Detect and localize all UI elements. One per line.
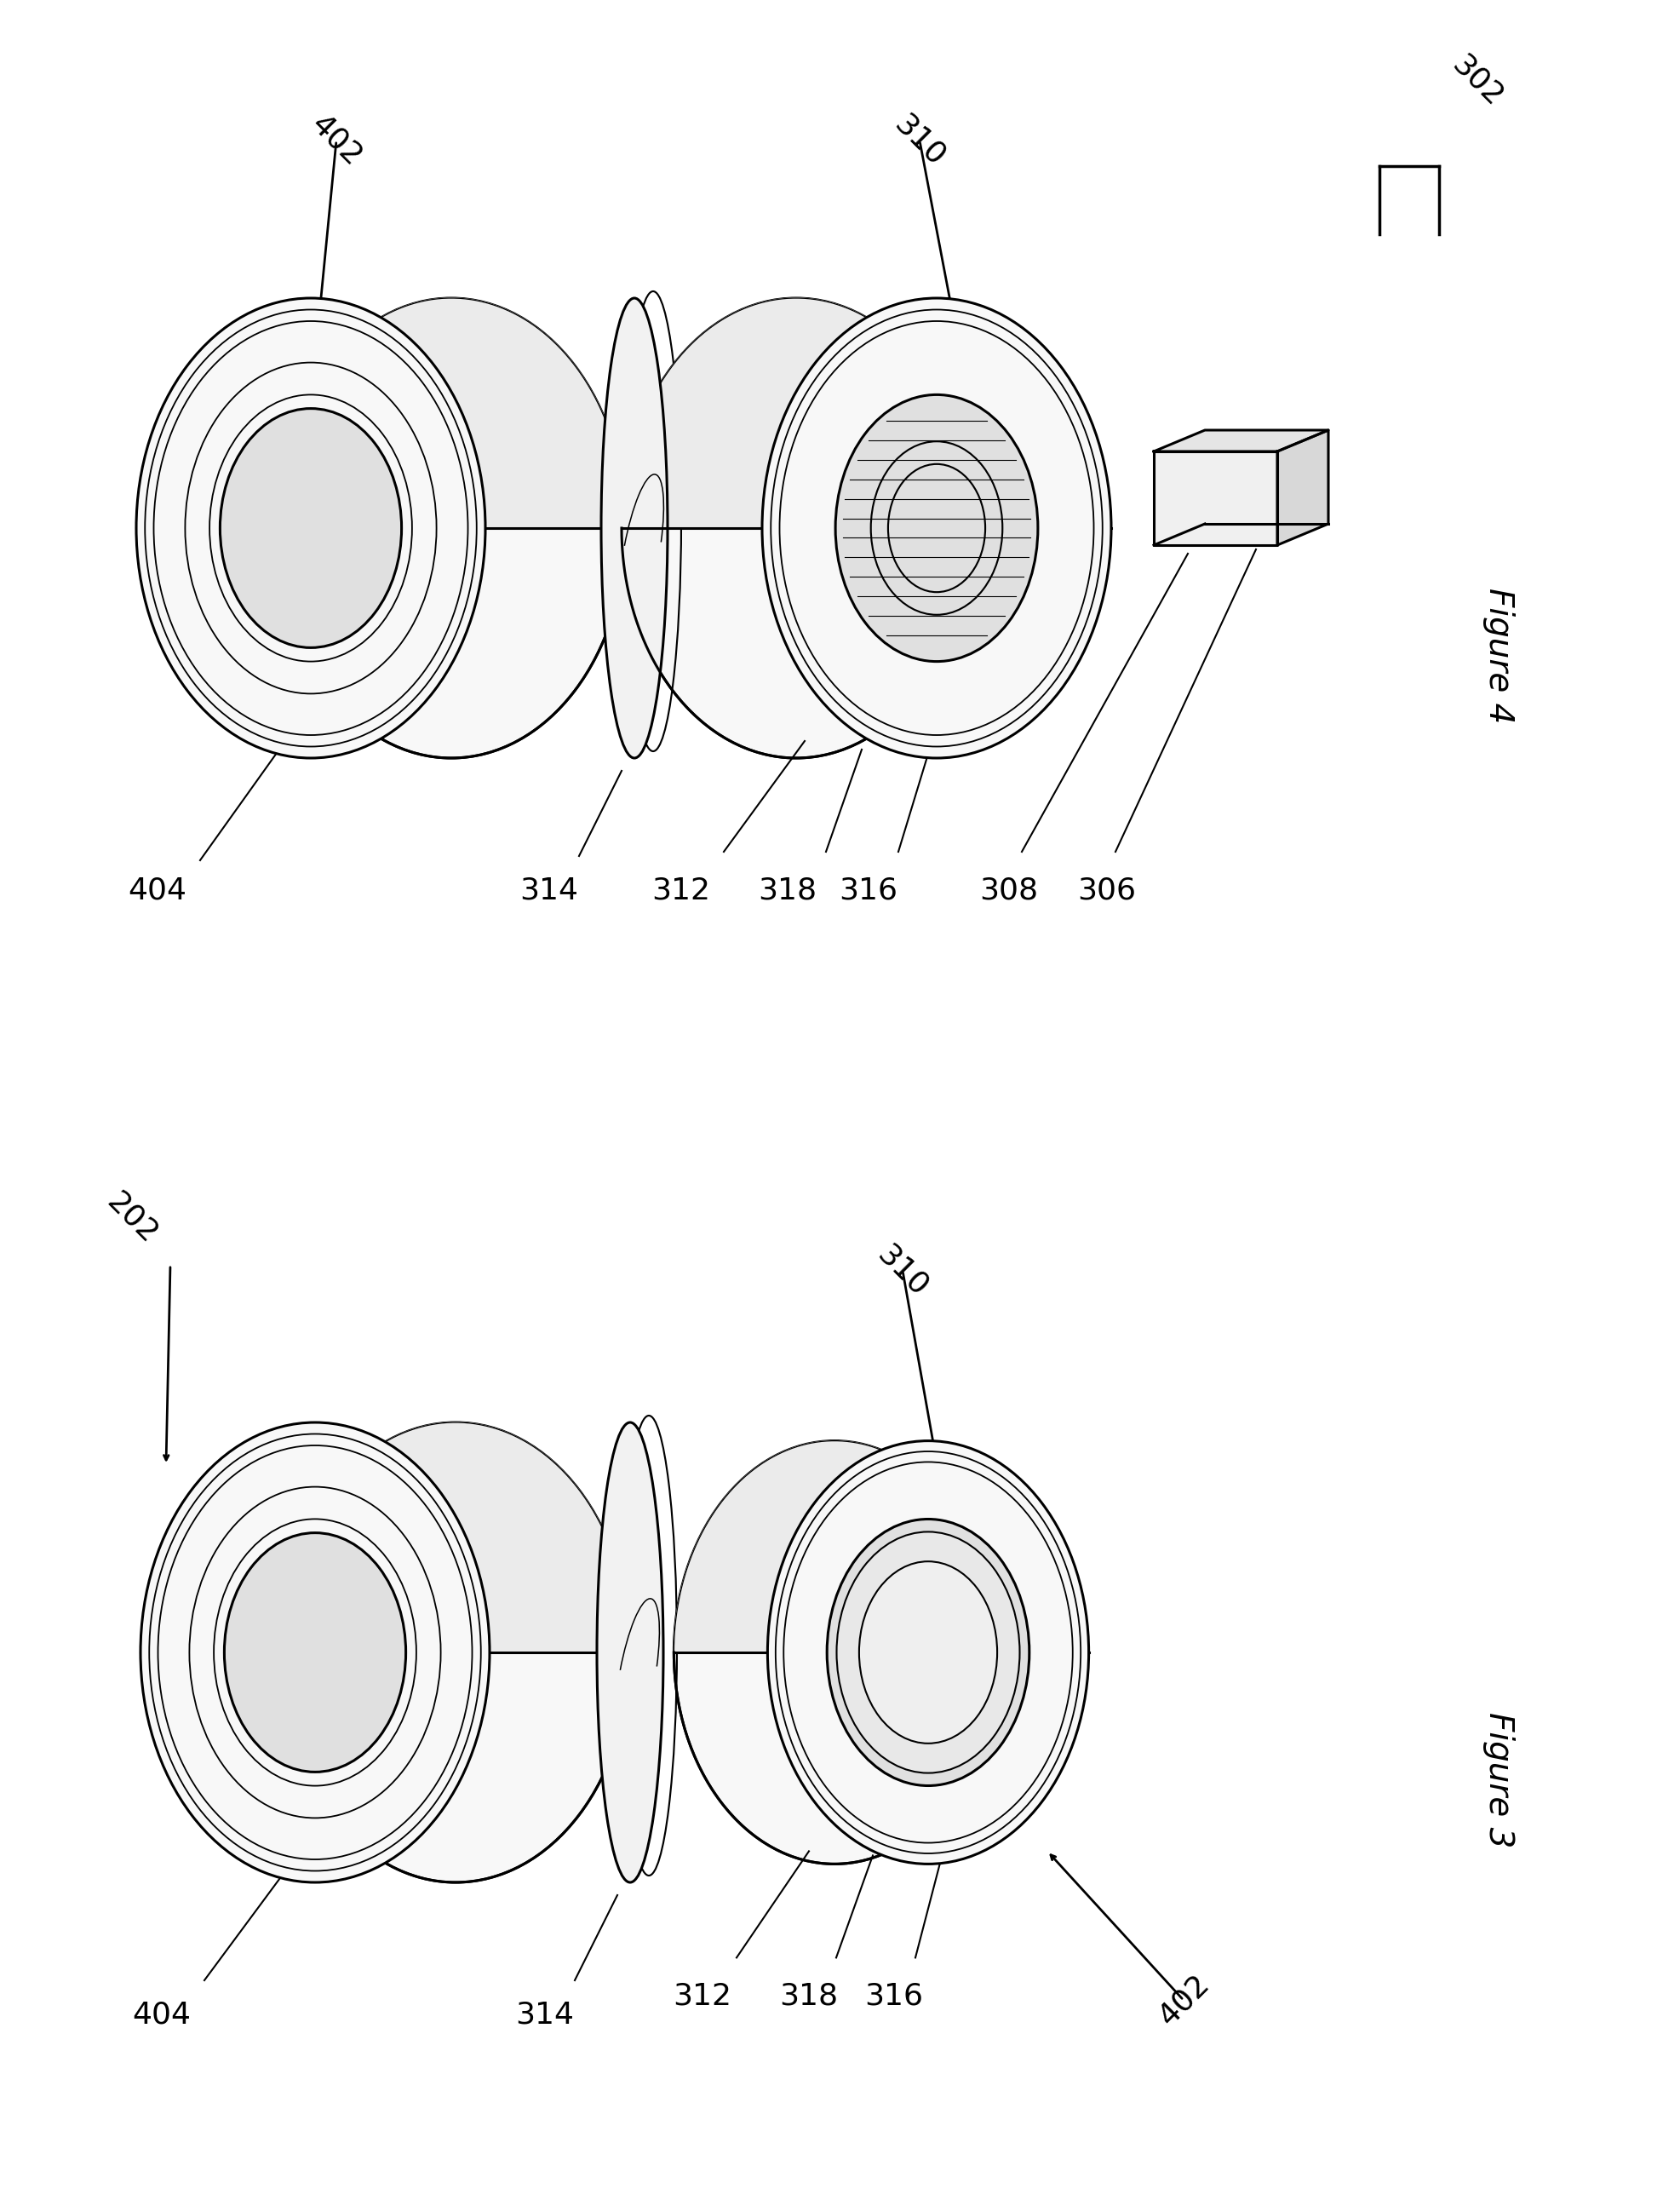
Text: 306: 306 xyxy=(1078,876,1136,905)
Text: 314: 314 xyxy=(521,876,579,905)
Text: 318: 318 xyxy=(780,1982,838,2011)
Text: Figure 4: Figure 4 xyxy=(1482,588,1515,723)
Ellipse shape xyxy=(136,299,486,759)
Polygon shape xyxy=(1154,451,1277,544)
Text: 312: 312 xyxy=(652,876,710,905)
Text: 402: 402 xyxy=(306,111,368,173)
Text: 404: 404 xyxy=(128,876,186,905)
Text: 202: 202 xyxy=(101,1188,163,1250)
Polygon shape xyxy=(1154,429,1329,451)
Text: 314: 314 xyxy=(516,2000,574,2028)
Text: 402: 402 xyxy=(1152,1969,1214,2031)
Ellipse shape xyxy=(674,1440,994,1865)
Polygon shape xyxy=(136,299,625,529)
Text: 302: 302 xyxy=(1447,51,1508,113)
Ellipse shape xyxy=(622,299,971,759)
Ellipse shape xyxy=(600,299,667,759)
Text: Figure 3: Figure 3 xyxy=(1482,1712,1515,1847)
Ellipse shape xyxy=(827,1520,1029,1785)
Ellipse shape xyxy=(836,1531,1019,1774)
Ellipse shape xyxy=(220,409,401,648)
Ellipse shape xyxy=(762,299,1111,759)
Polygon shape xyxy=(674,1440,1089,1652)
Text: 318: 318 xyxy=(758,876,817,905)
Ellipse shape xyxy=(140,1422,489,1882)
Ellipse shape xyxy=(597,1422,664,1882)
Polygon shape xyxy=(140,1422,630,1652)
Text: 404: 404 xyxy=(133,2000,191,2028)
Ellipse shape xyxy=(281,1422,630,1882)
Text: 312: 312 xyxy=(674,1982,732,2011)
Ellipse shape xyxy=(860,1562,998,1743)
Text: 310: 310 xyxy=(888,111,951,173)
Text: 316: 316 xyxy=(865,1982,923,2011)
Text: 316: 316 xyxy=(840,876,898,905)
Text: 308: 308 xyxy=(980,876,1038,905)
Ellipse shape xyxy=(768,1440,1089,1865)
Ellipse shape xyxy=(225,1533,406,1772)
Text: 310: 310 xyxy=(871,1239,933,1301)
Polygon shape xyxy=(1277,429,1329,544)
Ellipse shape xyxy=(835,394,1038,661)
Polygon shape xyxy=(622,299,1111,529)
Ellipse shape xyxy=(276,299,625,759)
